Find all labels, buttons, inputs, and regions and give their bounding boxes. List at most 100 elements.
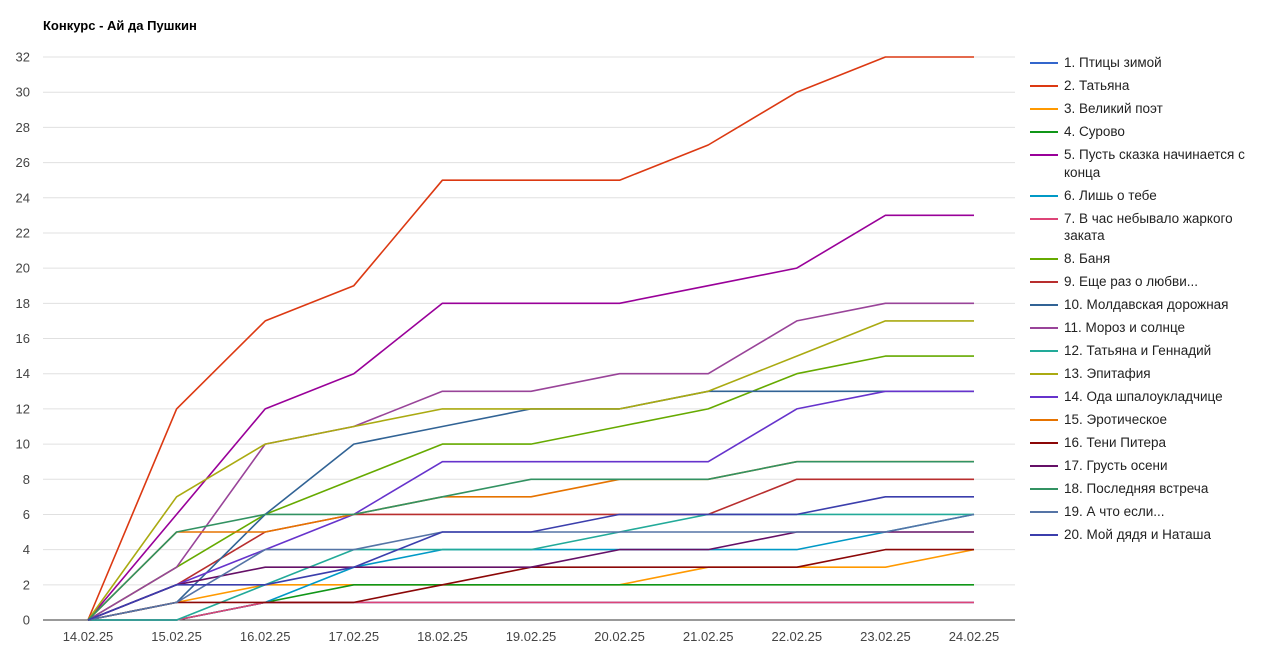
legend-swatch bbox=[1030, 350, 1058, 352]
legend-item-20[interactable]: 20. Мой дядя и Наташа bbox=[1030, 526, 1265, 544]
x-tick-label: 16.02.25 bbox=[240, 629, 291, 644]
x-tick-label: 14.02.25 bbox=[63, 629, 114, 644]
series-line-11[interactable] bbox=[87, 302, 974, 621]
series-line-9[interactable] bbox=[87, 478, 974, 621]
legend-swatch bbox=[1030, 85, 1058, 87]
legend-swatch bbox=[1030, 154, 1058, 156]
series-line-18[interactable] bbox=[87, 460, 974, 621]
legend-swatch bbox=[1030, 511, 1058, 513]
legend-item-7[interactable]: 7. В час небывало жаркого заката bbox=[1030, 210, 1265, 245]
legend-item-10[interactable]: 10. Молдавская дорожная bbox=[1030, 296, 1265, 314]
legend-swatch bbox=[1030, 304, 1058, 306]
legend-swatch bbox=[1030, 488, 1058, 490]
x-tick-label: 19.02.25 bbox=[506, 629, 557, 644]
legend-label: 19. А что если... bbox=[1064, 504, 1165, 519]
legend-item-4[interactable]: 4. Сурово bbox=[1030, 123, 1265, 141]
legend-label: 2. Татьяна bbox=[1064, 78, 1130, 93]
legend-swatch bbox=[1030, 396, 1058, 398]
legend-item-15[interactable]: 15. Эротическое bbox=[1030, 411, 1265, 429]
legend-item-1[interactable]: 1. Птицы зимой bbox=[1030, 54, 1265, 72]
legend-item-13[interactable]: 13. Эпитафия bbox=[1030, 365, 1265, 383]
chart-title: Конкурс - Ай да Пушкин bbox=[43, 18, 197, 33]
series-lines bbox=[87, 56, 975, 621]
legend-swatch bbox=[1030, 281, 1058, 283]
legend-swatch bbox=[1030, 194, 1058, 197]
legend-item-17[interactable]: 17. Грусть осени bbox=[1030, 457, 1265, 475]
legend-swatch bbox=[1030, 419, 1058, 421]
y-tick-label: 4 bbox=[23, 542, 30, 557]
legend-item-5[interactable]: 5. Пусть сказка начинается с конца bbox=[1030, 146, 1265, 181]
y-tick-label: 32 bbox=[16, 50, 30, 65]
x-tick-label: 23.02.25 bbox=[860, 629, 911, 644]
legend-label: 18. Последняя встреча bbox=[1064, 481, 1209, 496]
legend-item-18[interactable]: 18. Последняя встреча bbox=[1030, 480, 1265, 498]
legend: 1. Птицы зимой 2. Татьяна 3. Великий поэт 4… bbox=[1030, 54, 1265, 549]
series-line-20[interactable] bbox=[87, 495, 974, 621]
legend-swatch bbox=[1030, 534, 1058, 536]
y-tick-label: 16 bbox=[16, 331, 30, 346]
series-line-5[interactable] bbox=[87, 214, 974, 621]
x-tick-label: 15.02.25 bbox=[151, 629, 202, 644]
legend-label: 10. Молдавская дорожная bbox=[1064, 297, 1229, 312]
x-tick-label: 24.02.25 bbox=[949, 629, 1000, 644]
series-line-13[interactable] bbox=[87, 320, 974, 621]
legend-label: 11. Мороз и солнце bbox=[1064, 320, 1186, 335]
legend-label: 7. В час небывало жаркого заката bbox=[1064, 210, 1233, 244]
y-tick-label: 6 bbox=[23, 507, 30, 522]
x-tick-label: 18.02.25 bbox=[417, 629, 468, 644]
legend-swatch bbox=[1030, 442, 1058, 444]
legend-label: 15. Эротическое bbox=[1064, 412, 1168, 427]
legend-item-6[interactable]: 6. Лишь о тебе bbox=[1030, 187, 1265, 205]
series-line-14[interactable] bbox=[87, 390, 974, 621]
legend-swatch bbox=[1030, 373, 1058, 375]
series-line-12[interactable] bbox=[88, 513, 974, 621]
legend-label: 5. Пусть сказка начинается с конца bbox=[1064, 147, 1245, 180]
legend-swatch bbox=[1030, 258, 1058, 260]
legend-label: 20. Мой дядя и Наташа bbox=[1064, 527, 1211, 542]
y-tick-label: 30 bbox=[16, 85, 30, 100]
y-tick-label: 26 bbox=[16, 155, 30, 170]
legend-label: 12. Татьяна и Геннадий bbox=[1064, 343, 1212, 358]
legend-label: 14. Ода шпалоукладчице bbox=[1064, 389, 1223, 404]
legend-swatch bbox=[1030, 465, 1058, 467]
y-tick-label: 10 bbox=[16, 437, 30, 452]
legend-item-12[interactable]: 12. Татьяна и Геннадий bbox=[1030, 342, 1265, 360]
y-tick-label: 18 bbox=[16, 296, 30, 311]
x-tick-label: 22.02.25 bbox=[771, 629, 822, 644]
series-line-7[interactable] bbox=[88, 601, 974, 621]
series-line-2[interactable] bbox=[87, 56, 974, 621]
legend-swatch bbox=[1030, 62, 1058, 64]
legend-swatch bbox=[1030, 327, 1058, 329]
legend-item-9[interactable]: 9. Еще раз о любви... bbox=[1030, 273, 1265, 291]
series-line-8[interactable] bbox=[87, 355, 974, 621]
legend-label: 16. Тени Питера bbox=[1064, 435, 1167, 450]
y-tick-label: 8 bbox=[23, 472, 30, 487]
y-tick-label: 14 bbox=[16, 366, 30, 381]
legend-item-19[interactable]: 19. А что если... bbox=[1030, 503, 1265, 521]
legend-swatch bbox=[1030, 217, 1058, 220]
x-tick-label: 17.02.25 bbox=[328, 629, 379, 644]
legend-label: 8. Баня bbox=[1064, 251, 1111, 266]
legend-swatch bbox=[1030, 108, 1058, 110]
legend-item-8[interactable]: 8. Баня bbox=[1030, 250, 1265, 268]
x-tick-label: 21.02.25 bbox=[683, 629, 734, 644]
legend-label: 1. Птицы зимой bbox=[1064, 55, 1162, 70]
y-tick-label: 20 bbox=[16, 261, 30, 276]
legend-label: 4. Сурово bbox=[1064, 124, 1125, 139]
legend-swatch bbox=[1030, 131, 1058, 133]
legend-label: 9. Еще раз о любви... bbox=[1064, 274, 1198, 289]
y-tick-label: 12 bbox=[16, 401, 30, 416]
y-tick-label: 2 bbox=[23, 577, 30, 592]
legend-label: 13. Эпитафия bbox=[1064, 366, 1151, 381]
x-tick-label: 20.02.25 bbox=[594, 629, 645, 644]
legend-item-14[interactable]: 14. Ода шпалоукладчице bbox=[1030, 388, 1265, 406]
y-tick-label: 24 bbox=[16, 190, 30, 205]
legend-item-16[interactable]: 16. Тени Питера bbox=[1030, 434, 1265, 452]
y-tick-label: 28 bbox=[16, 120, 30, 135]
y-tick-label: 22 bbox=[16, 225, 30, 240]
legend-item-3[interactable]: 3. Великий поэт bbox=[1030, 100, 1265, 118]
legend-item-2[interactable]: 2. Татьяна bbox=[1030, 77, 1265, 95]
legend-item-11[interactable]: 11. Мороз и солнце bbox=[1030, 319, 1265, 337]
